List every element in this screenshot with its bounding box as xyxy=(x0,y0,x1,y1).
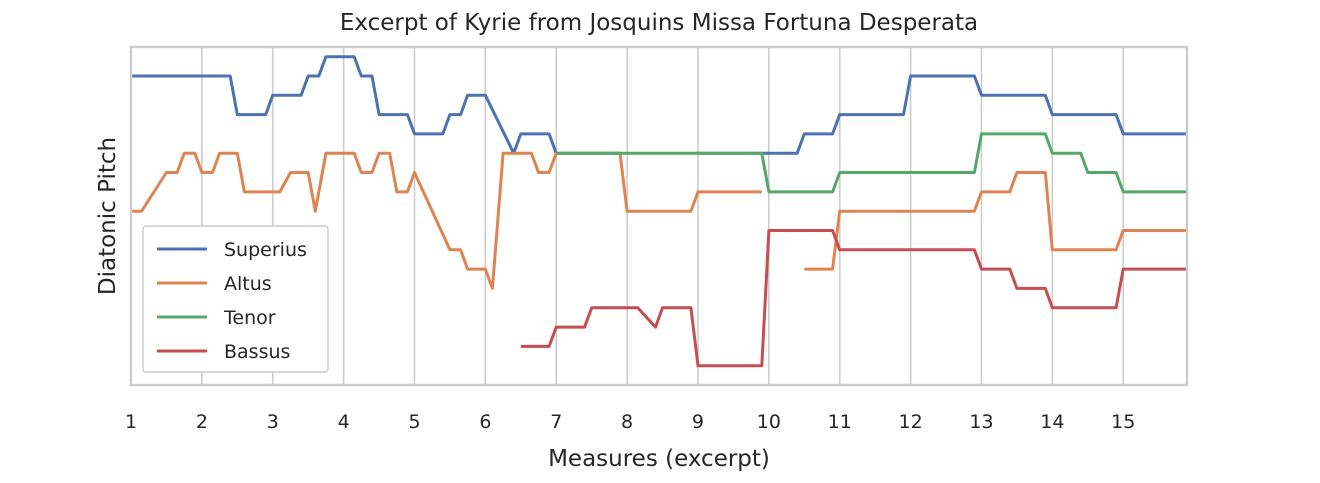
x-tick-label: 14 xyxy=(1040,411,1064,433)
legend-label-altus: Altus xyxy=(224,273,272,295)
x-tick-label: 4 xyxy=(338,411,350,433)
x-tick-label: 2 xyxy=(196,411,208,433)
x-tick-label: 9 xyxy=(692,411,704,433)
x-tick-label: 6 xyxy=(479,411,491,433)
x-tick-label: 15 xyxy=(1111,411,1135,433)
legend-label-bassus: Bassus xyxy=(224,341,290,363)
y-axis-label: Diatonic Pitch xyxy=(95,137,121,295)
legend-label-tenor: Tenor xyxy=(223,307,276,329)
series-line-tenor xyxy=(556,132,1187,194)
x-tick-label: 12 xyxy=(899,411,923,433)
legend: Superius Altus Tenor Bassus xyxy=(142,225,329,373)
x-tick-label: 5 xyxy=(408,411,420,433)
x-tick-label: 1 xyxy=(125,411,137,433)
legend-label-superius: Superius xyxy=(224,239,307,261)
series-lines xyxy=(131,55,1187,368)
x-tick-label: 7 xyxy=(550,411,562,433)
chart-title: Excerpt of Kyrie from Josquins Missa For… xyxy=(340,10,978,36)
x-tick-label: 10 xyxy=(757,411,781,433)
series-line-altus xyxy=(804,171,1187,271)
series-line-superius xyxy=(698,74,1187,155)
x-tick-label: 13 xyxy=(969,411,993,433)
x-axis-label: Measures (excerpt) xyxy=(548,446,770,472)
series-line-bassus xyxy=(520,229,1187,368)
x-tick-label: 8 xyxy=(621,411,633,433)
grid-lines xyxy=(130,47,1125,385)
plot-frame xyxy=(129,45,1189,387)
x-tick-labels: 1 2 3 4 5 6 7 8 9 10 11 12 13 14 15 xyxy=(125,411,1135,433)
x-tick-label: 11 xyxy=(828,411,852,433)
series-line-altus xyxy=(131,151,762,290)
series-line-superius xyxy=(131,55,620,155)
x-tick-label: 3 xyxy=(267,411,279,433)
legend-box xyxy=(142,225,329,373)
